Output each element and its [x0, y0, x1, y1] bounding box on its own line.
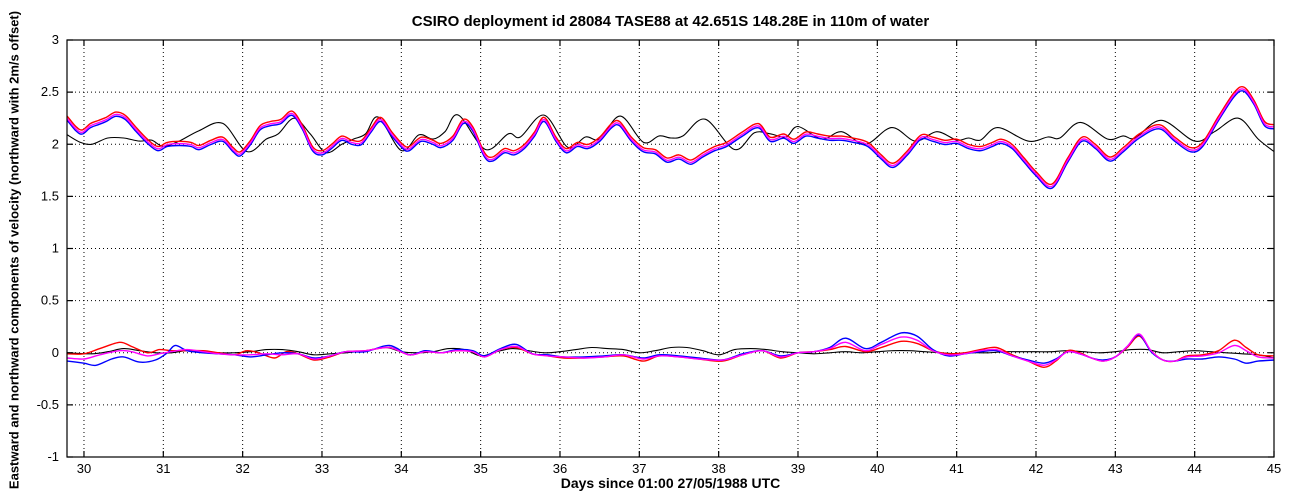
svg-text:1.5: 1.5 [41, 188, 59, 203]
svg-text:0.5: 0.5 [41, 293, 59, 308]
svg-text:39: 39 [791, 461, 805, 476]
svg-text:0: 0 [52, 345, 59, 360]
svg-text:3: 3 [52, 32, 59, 47]
svg-text:41: 41 [949, 461, 963, 476]
svg-text:-1: -1 [47, 449, 59, 464]
svg-text:32: 32 [235, 461, 249, 476]
chart-title: CSIRO deployment id 28084 TASE88 at 42.6… [411, 13, 930, 30]
y-axis-label: Eastward and northward components of vel… [6, 10, 22, 490]
svg-text:35: 35 [473, 461, 487, 476]
svg-text:33: 33 [315, 461, 329, 476]
svg-text:37: 37 [632, 461, 646, 476]
x-axis-label: Days since 01:00 27/05/1988 UTC [560, 475, 781, 491]
grid-lines [67, 39, 1275, 458]
axes-frame [66, 39, 1275, 458]
svg-text:42: 42 [1029, 461, 1043, 476]
series-northward-instrument-magenta [67, 88, 1274, 188]
svg-text:44: 44 [1187, 461, 1201, 476]
tick-marks [67, 39, 1275, 458]
series-eastward-instrument-blue [67, 331, 1274, 367]
series-northward-reference-black [67, 114, 1274, 154]
series-eastward-instrument-magenta [67, 333, 1274, 367]
svg-text:36: 36 [553, 461, 567, 476]
x-tick-labels: 30 31 32 33 34 35 36 37 38 39 40 41 42 43 44 45 [77, 461, 1281, 476]
y-tick-labels: 3 2.5 2 1.5 1 0.5 0 -0.5 -1 [37, 32, 59, 464]
svg-text:30: 30 [77, 461, 91, 476]
data-series [67, 85, 1274, 368]
svg-text:-0.5: -0.5 [37, 397, 59, 412]
svg-text:40: 40 [870, 461, 884, 476]
svg-text:2: 2 [52, 136, 59, 151]
svg-text:1: 1 [52, 241, 59, 256]
svg-text:2.5: 2.5 [41, 84, 59, 99]
svg-text:38: 38 [711, 461, 725, 476]
svg-text:34: 34 [394, 461, 408, 476]
svg-text:45: 45 [1267, 461, 1281, 476]
series-northward-instrument-red [67, 85, 1274, 186]
series-northward-instrument-blue [67, 90, 1274, 190]
svg-text:43: 43 [1108, 461, 1122, 476]
svg-text:31: 31 [156, 461, 170, 476]
